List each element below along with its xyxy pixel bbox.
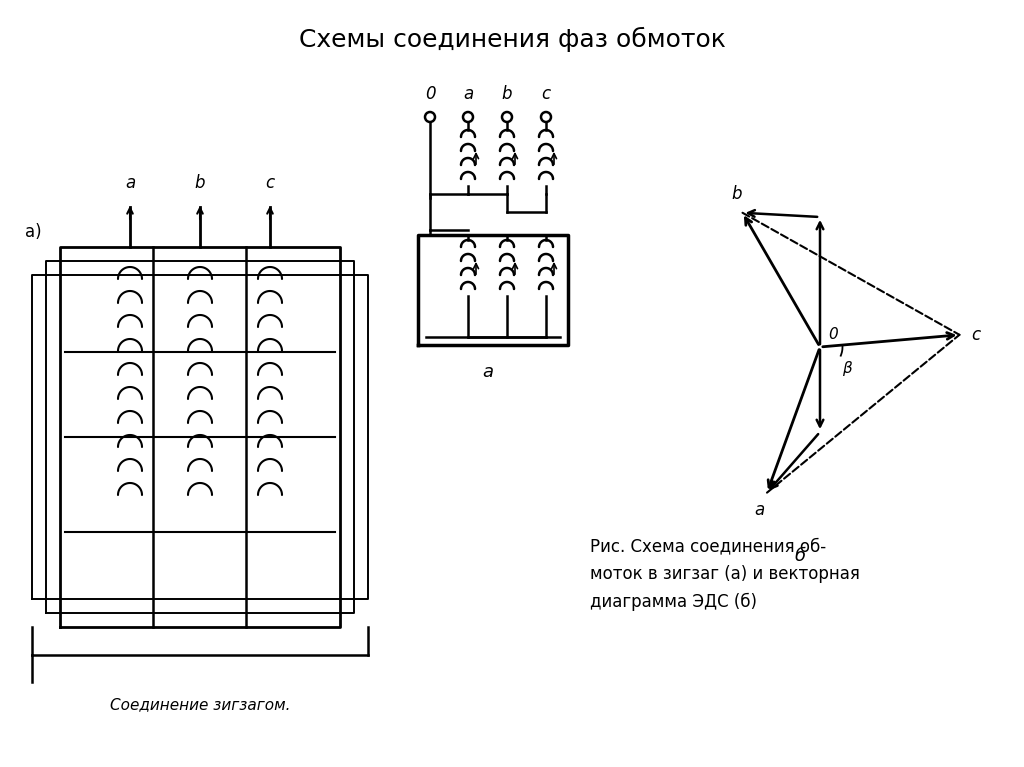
- Text: a: a: [125, 174, 135, 192]
- Text: b: b: [731, 185, 741, 202]
- Text: a: a: [754, 501, 764, 518]
- Text: β: β: [842, 361, 852, 376]
- Text: c: c: [972, 326, 981, 344]
- Text: c: c: [542, 85, 551, 103]
- Text: а): а): [26, 223, 42, 241]
- Text: 0: 0: [425, 85, 435, 103]
- Text: b: b: [502, 85, 512, 103]
- Text: b: b: [195, 174, 205, 192]
- Text: диаграмма ЭДС (б): диаграмма ЭДС (б): [590, 593, 757, 611]
- Text: моток в зигзаг (а) и векторная: моток в зигзаг (а) и векторная: [590, 565, 860, 583]
- Text: c: c: [265, 174, 274, 192]
- Text: Соединение зигзагом.: Соединение зигзагом.: [110, 697, 290, 712]
- Text: Схемы соединения фаз обмоток: Схемы соединения фаз обмоток: [299, 27, 725, 52]
- Text: а: а: [482, 363, 494, 381]
- Text: Рис. Схема соединения об-: Рис. Схема соединения об-: [590, 537, 826, 555]
- Text: a: a: [463, 85, 473, 103]
- Text: 0: 0: [828, 327, 838, 342]
- Text: б: б: [795, 547, 806, 565]
